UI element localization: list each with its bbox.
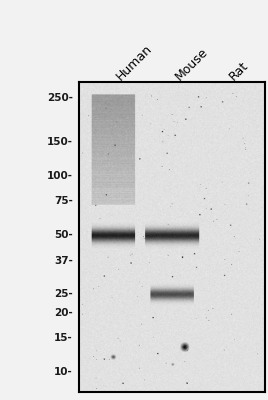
Text: 25-: 25-	[54, 289, 73, 299]
Text: 37-: 37-	[54, 256, 73, 266]
Text: 150-: 150-	[47, 137, 73, 147]
Text: 250-: 250-	[47, 93, 73, 103]
Text: 50-: 50-	[54, 230, 73, 240]
Text: 10-: 10-	[54, 367, 73, 377]
Text: Human: Human	[114, 42, 155, 83]
Text: Rat: Rat	[226, 59, 250, 83]
Text: 15-: 15-	[54, 333, 73, 343]
Text: 100-: 100-	[47, 171, 73, 181]
Text: Mouse: Mouse	[172, 45, 210, 83]
Text: 75-: 75-	[54, 196, 73, 206]
Text: 20-: 20-	[54, 308, 73, 318]
